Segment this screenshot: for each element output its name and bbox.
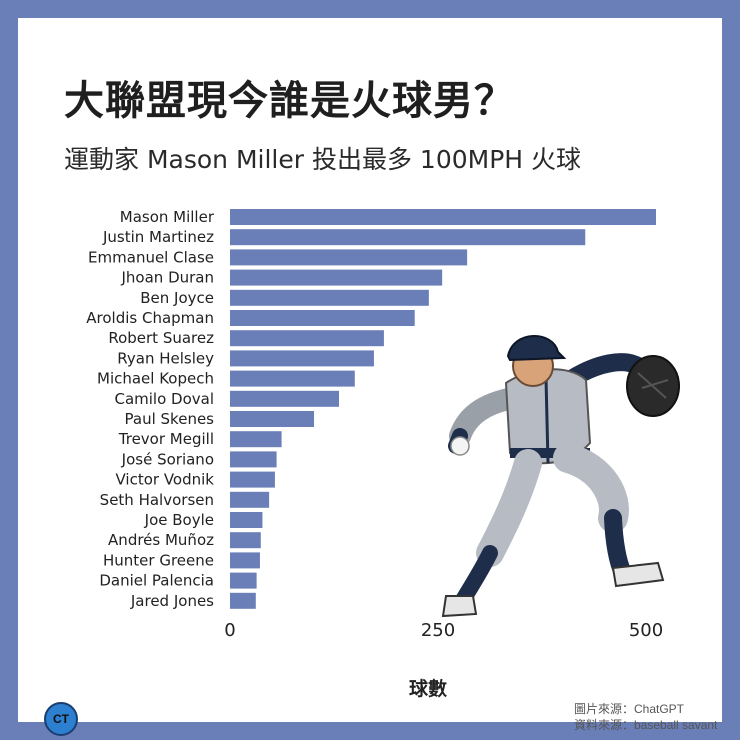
category-label: Jhoan Duran: [121, 269, 215, 287]
category-label: Daniel Palencia: [99, 572, 214, 590]
category-label: Ben Joyce: [140, 289, 214, 307]
bar: [230, 431, 282, 448]
bar: [230, 411, 315, 427]
category-label: Aroldis Chapman: [86, 309, 214, 327]
category-label: Emmanuel Clase: [88, 248, 214, 266]
bar: [230, 512, 263, 528]
bar: [230, 572, 257, 589]
bar: [230, 249, 468, 266]
category-label: Jared Jones: [130, 592, 214, 610]
chart-title: 大聯盟現今誰是火球男？: [64, 78, 515, 124]
chart-subtitle: 運動家 Mason Miller 投出最多 100MPH 火球: [64, 145, 582, 174]
category-label: Victor Vodnik: [116, 471, 215, 489]
x-tick-label: 250: [421, 620, 455, 641]
category-label: Robert Suarez: [108, 329, 214, 347]
pitcher-illustration: [441, 335, 680, 618]
chart-card: 大聯盟現今誰是火球男？ 運動家 Mason Miller 投出最多 100MPH…: [18, 18, 722, 736]
category-label: Ryan Helsley: [117, 349, 214, 367]
x-tick-label: 500: [629, 620, 663, 641]
bar: [230, 269, 443, 286]
x-tick-label: 0: [224, 620, 235, 641]
category-label: Camilo Doval: [114, 390, 214, 408]
category-label: Michael Kopech: [97, 370, 214, 388]
category-label: Mason Miller: [120, 208, 215, 226]
category-label: Seth Halvorsen: [100, 491, 214, 509]
category-label: Justin Martinez: [102, 228, 214, 246]
ct-logo: CT: [44, 702, 78, 736]
bar: [230, 451, 277, 468]
bar-chart: Mason Miller Justin Martinez Emmanuel Clas…: [86, 208, 663, 641]
category-label: Trevor Megill: [118, 430, 214, 448]
bar: [230, 289, 429, 306]
bar: [230, 471, 275, 488]
bar: [230, 532, 261, 549]
bar: [230, 390, 339, 407]
data-source: 資料來源：baseball savant: [574, 718, 718, 732]
category-label: Paul Skenes: [125, 410, 215, 428]
bar: [230, 229, 586, 246]
bar: [230, 491, 270, 508]
category-label: Hunter Greene: [103, 551, 214, 569]
bar: [230, 330, 384, 347]
bar: [230, 552, 260, 569]
image-source: 圖片來源：ChatGPT: [574, 702, 685, 716]
bar: [230, 592, 256, 609]
x-axis-title: 球數: [408, 678, 447, 700]
bar: [230, 209, 656, 225]
bar: [230, 370, 355, 387]
source-credits: 圖片來源：ChatGPT 資料來源：baseball savant: [574, 701, 717, 733]
category-label: Joe Boyle: [144, 511, 214, 529]
category-label: José Soriano: [121, 450, 214, 468]
bar: [230, 350, 374, 367]
category-label: Andrés Muñoz: [108, 531, 214, 549]
bar: [230, 310, 415, 326]
